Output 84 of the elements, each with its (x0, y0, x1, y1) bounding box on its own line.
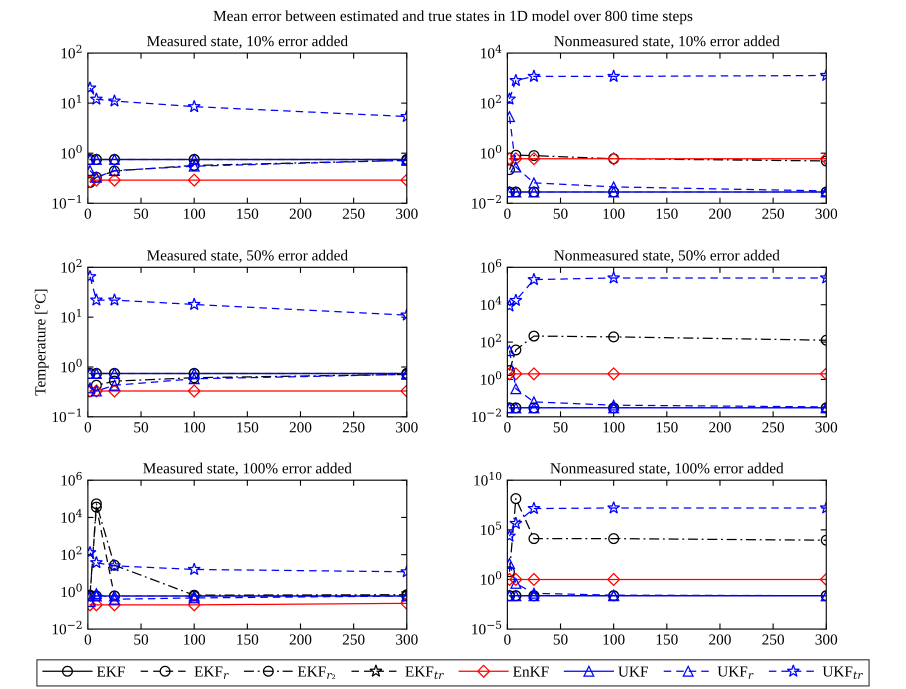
y-tick-label: 10$^{0}$ (62, 584, 82, 598)
x-tick-label: 150 (237, 634, 258, 645)
x-tick-label: 0 (84, 634, 92, 645)
x-tick-label: 0 (84, 208, 92, 219)
y-tick-label: 10$^{6}$ (481, 259, 502, 273)
legend-label: UKF$_{tr}$ (822, 666, 863, 680)
x-tick-label: 100 (604, 634, 625, 645)
x-tick-label: 150 (656, 422, 678, 432)
x-tick-label: 300 (396, 208, 418, 219)
x-tick-label: 50 (554, 422, 568, 432)
legend-label: EKF$_{r}$ (194, 666, 229, 679)
x-tick-label: 50 (134, 634, 148, 645)
x-tick-label: 100 (184, 208, 206, 219)
y-tick-label: 10$^{0}$ (62, 358, 82, 372)
y-tick-label: 10$^{−2}$ (472, 408, 502, 422)
text: Mean error between estimated and true states in 1D model over 800 time steps (214, 10, 692, 24)
x-tick-label: 250 (762, 208, 784, 219)
x-tick-label: 0 (84, 422, 92, 432)
legend-label: EKF$_{r₂}$ (298, 666, 336, 679)
x-tick-label: 300 (816, 422, 838, 432)
x-tick-label: 150 (656, 634, 678, 645)
x-tick-label: 100 (184, 634, 206, 645)
legend-label: UKF (618, 666, 648, 677)
x-tick-label: 50 (554, 634, 568, 645)
y-tick-label: 10$^{2}$ (62, 259, 82, 273)
x-tick-label: 300 (396, 634, 418, 645)
chart-title: Nonmeasured state, 100% error added (550, 462, 784, 476)
x-tick-label: 150 (237, 422, 258, 432)
y-tick-label: 10$^{4}$ (481, 296, 502, 310)
y-tick-label: 10$^{0}$ (481, 371, 502, 385)
x-tick-label: 50 (134, 422, 148, 432)
x-tick-label: 250 (762, 422, 784, 432)
x-tick-label: 300 (396, 422, 418, 432)
x-tick-label: 200 (709, 422, 731, 432)
x-tick-label: 150 (237, 208, 258, 219)
legend-label: EKF (96, 666, 125, 677)
x-tick-label: 50 (554, 208, 568, 219)
x-tick-label: 0 (504, 422, 511, 432)
y-tick-label: 10$^{0}$ (62, 144, 82, 159)
y-tick-label: 10$^{4}$ (481, 44, 502, 58)
x-tick-label: 300 (816, 634, 838, 645)
y-tick-label: 10$^{−5}$ (472, 620, 502, 634)
x-tick-label: 0 (504, 208, 511, 219)
chart-title: Measured state, 50% error added (147, 250, 348, 263)
x-tick-label: 100 (604, 208, 625, 219)
y-tick-label: 10$^{−1}$ (52, 194, 82, 209)
x-tick-label: 200 (709, 634, 731, 645)
legend-label: UKF$_{r}$ (718, 666, 754, 679)
x-tick-label: 200 (290, 634, 312, 645)
chart-title: Measured state, 100% error added (143, 462, 352, 476)
x-tick-label: 250 (342, 634, 365, 645)
x-tick-label: 200 (290, 208, 312, 219)
y-tick-label: 10$^{4}$ (62, 509, 82, 523)
chart-title: Nonmeasured state, 50% error added (554, 250, 780, 263)
y-tick-label: 10$^{2}$ (481, 334, 501, 348)
x-tick-label: 150 (656, 208, 678, 219)
chart-title: Measured state, 10% error added (147, 36, 348, 48)
y-tick-label: 10$^{−2}$ (472, 194, 502, 209)
x-tick-label: 100 (184, 422, 206, 432)
y-tick-label: 10$^{1}$ (62, 94, 81, 108)
y-tick-label: 10$^{10}$ (474, 472, 502, 486)
y-tick-label: 10$^{2}$ (481, 94, 501, 108)
x-tick-label: 250 (762, 634, 784, 645)
x-tick-label: 200 (290, 422, 312, 432)
chart-title: Nonmeasured state, 10% error added (554, 36, 780, 48)
legend-label: EKF$_{tr}$ (405, 666, 444, 680)
y-tick-label: 10$^{−1}$ (52, 408, 82, 422)
y-tick-label: 10$^{0}$ (481, 571, 502, 585)
y-tick-label: 10$^{5}$ (481, 522, 502, 536)
x-tick-label: 100 (604, 422, 625, 432)
y-tick-label: 10$^{1}$ (62, 308, 81, 323)
x-tick-label: 250 (342, 208, 365, 219)
x-tick-label: 200 (709, 208, 731, 219)
y-axis-title: Temperature [°C] (34, 290, 49, 396)
y-tick-label: 10$^{2}$ (62, 546, 82, 560)
x-tick-label: 0 (504, 634, 511, 645)
y-tick-label: 10$^{2}$ (62, 44, 82, 58)
x-tick-label: 300 (816, 208, 838, 219)
x-tick-label: 250 (342, 422, 365, 432)
legend-label: EnKF (513, 666, 549, 677)
y-tick-label: 10$^{0}$ (481, 144, 502, 159)
x-tick-label: 50 (134, 208, 148, 219)
y-tick-label: 10$^{6}$ (62, 472, 82, 486)
y-tick-label: 10$^{−2}$ (52, 620, 82, 634)
